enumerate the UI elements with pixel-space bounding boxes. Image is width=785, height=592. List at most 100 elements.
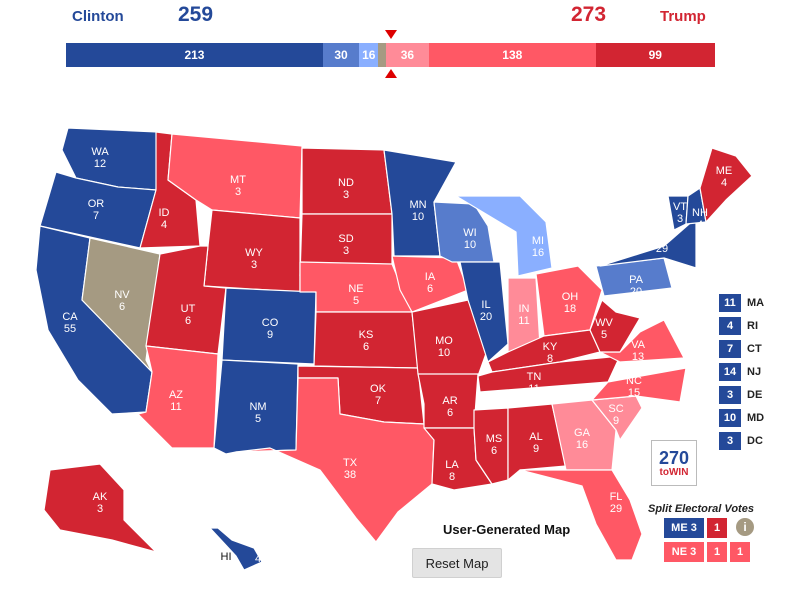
dem-electoral-votes: 259 <box>178 3 214 26</box>
state-label-al: AL <box>529 431 542 443</box>
bar-segment: 138 <box>429 43 596 67</box>
state-label-fl: FL <box>610 491 623 503</box>
state-label-la: LA <box>445 459 459 471</box>
state-ev-ak: 3 <box>97 503 103 515</box>
state-az[interactable] <box>137 345 219 449</box>
state-ev-ok: 7 <box>375 395 381 407</box>
state-label-ky: KY <box>543 341 558 353</box>
state-nc[interactable] <box>591 367 687 403</box>
split-ne-label[interactable]: NE 3 <box>664 542 704 562</box>
small-state-ev[interactable]: 7 <box>719 340 741 358</box>
state-label-me: ME <box>716 165 733 177</box>
state-ev-nv: 6 <box>119 301 125 313</box>
state-ev-nm: 5 <box>255 413 261 425</box>
state-label-ks: KS <box>359 329 374 341</box>
rep-electoral-votes: 273 <box>571 3 607 26</box>
split-ne-district-1[interactable]: 1 <box>707 542 727 562</box>
info-icon[interactable]: i <box>736 518 754 536</box>
state-label-il: IL <box>481 299 490 311</box>
state-ev-pa: 20 <box>630 286 642 298</box>
state-ev-ut: 6 <box>185 315 191 327</box>
bar-segment <box>378 43 386 67</box>
state-label-mo: MO <box>435 335 453 347</box>
state-ev-co: 9 <box>267 329 273 341</box>
state-ev-al: 9 <box>533 443 539 455</box>
split-me-label[interactable]: ME 3 <box>664 518 704 538</box>
state-il[interactable] <box>459 261 509 363</box>
state-label-nm: NM <box>249 401 266 413</box>
small-state-de[interactable]: 3 DE <box>719 386 762 404</box>
state-hi[interactable] <box>209 527 263 571</box>
state-ev-wi: 10 <box>464 239 476 251</box>
state-ny[interactable] <box>599 217 697 269</box>
state-ev-ne: 5 <box>353 295 359 307</box>
state-label-ar: AR <box>442 395 457 407</box>
state-nv[interactable] <box>81 237 161 373</box>
state-me[interactable] <box>699 147 753 223</box>
state-label-oh: OH <box>562 291 579 303</box>
state-label-vt: VT <box>673 201 687 213</box>
state-label-or: OR <box>88 198 105 210</box>
state-label-ak: AK <box>93 491 108 503</box>
small-state-ri[interactable]: 4 RI <box>719 317 758 335</box>
split-row-ne: NE 3 1 1 <box>664 542 750 562</box>
state-ev-va: 13 <box>632 351 644 363</box>
small-state-dc[interactable]: 3 DC <box>719 432 763 450</box>
state-label-az: AZ <box>169 389 183 401</box>
state-wv[interactable] <box>589 299 641 353</box>
small-state-ev[interactable]: 3 <box>719 386 741 404</box>
state-ak[interactable] <box>43 463 157 553</box>
electoral-vote-bar: 213 30 16 36 138 99 <box>66 43 715 67</box>
state-oh[interactable] <box>535 265 603 337</box>
small-state-ct[interactable]: 7 CT <box>719 340 762 358</box>
small-state-abbr: RI <box>747 320 758 332</box>
state-ev-me: 4 <box>721 177 727 189</box>
state-mi[interactable] <box>455 195 553 277</box>
state-label-ne: NE <box>348 283 363 295</box>
state-fl[interactable] <box>519 469 643 561</box>
small-state-md[interactable]: 10 MD <box>719 409 764 427</box>
state-ev-tn: 11 <box>528 383 539 395</box>
dem-candidate-name: Clinton <box>72 8 124 25</box>
state-ga[interactable] <box>551 399 617 471</box>
state-ev-sd: 3 <box>343 245 349 257</box>
state-al[interactable] <box>507 403 567 481</box>
270towin-logo[interactable]: 270 toWIN <box>651 440 697 486</box>
state-ev-ks: 6 <box>363 341 369 353</box>
small-state-ev[interactable]: 14 <box>719 363 741 381</box>
state-label-nv: NV <box>114 289 130 301</box>
state-mo[interactable] <box>411 299 489 377</box>
state-ev-ms: 6 <box>491 445 497 457</box>
small-state-ma[interactable]: 11 MA <box>719 294 764 312</box>
split-me-district-1[interactable]: 1 <box>707 518 727 538</box>
state-ev-nh: 4 <box>697 219 703 231</box>
reset-map-button[interactable]: Reset Map <box>412 548 502 578</box>
small-state-ev[interactable]: 11 <box>719 294 741 312</box>
state-ev-az: 11 <box>170 401 181 413</box>
270-marker-bottom-icon <box>385 69 397 78</box>
state-ev-fl: 29 <box>610 503 622 515</box>
state-label-id: ID <box>159 207 170 219</box>
small-state-nj[interactable]: 14 NJ <box>719 363 761 381</box>
state-label-wv: WV <box>595 317 613 329</box>
split-ne-district-2[interactable]: 1 <box>730 542 750 562</box>
270-marker-top-icon <box>385 30 397 39</box>
state-label-sd: SD <box>338 233 353 245</box>
state-ev-nc: 15 <box>628 387 640 399</box>
state-ev-il: 20 <box>480 311 492 323</box>
bar-segment: 36 <box>385 43 430 67</box>
state-ev-ar: 6 <box>447 407 453 419</box>
state-label-nd: ND <box>338 177 354 189</box>
state-label-ia: IA <box>425 271 436 283</box>
small-state-ev[interactable]: 10 <box>719 409 741 427</box>
split-votes-title: Split Electoral Votes <box>648 503 754 515</box>
small-state-ev[interactable]: 4 <box>719 317 741 335</box>
small-state-ev[interactable]: 3 <box>719 432 741 450</box>
state-ev-vt: 3 <box>677 213 683 225</box>
state-label-ny: NY <box>654 231 670 243</box>
state-ev-mn: 10 <box>412 211 424 223</box>
bar-segment: 99 <box>595 43 715 67</box>
small-state-abbr: DE <box>747 389 763 401</box>
state-ev-tx: 38 <box>344 469 356 481</box>
